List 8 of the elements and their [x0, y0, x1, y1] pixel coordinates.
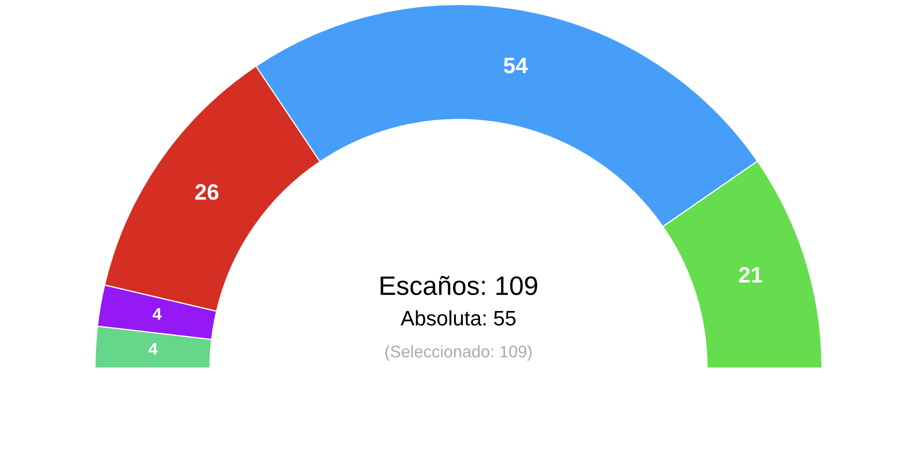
text: Escaños: 109	[380, 276, 538, 296]
data-label: 4	[148, 343, 158, 355]
data-label: 4	[152, 308, 162, 320]
data-label: 54	[504, 58, 528, 74]
data-label: 26	[195, 184, 218, 200]
text: (Seleccionado: 109)	[385, 345, 532, 361]
data-label: 21	[739, 267, 762, 283]
text: Absoluta: 55	[400, 310, 516, 326]
